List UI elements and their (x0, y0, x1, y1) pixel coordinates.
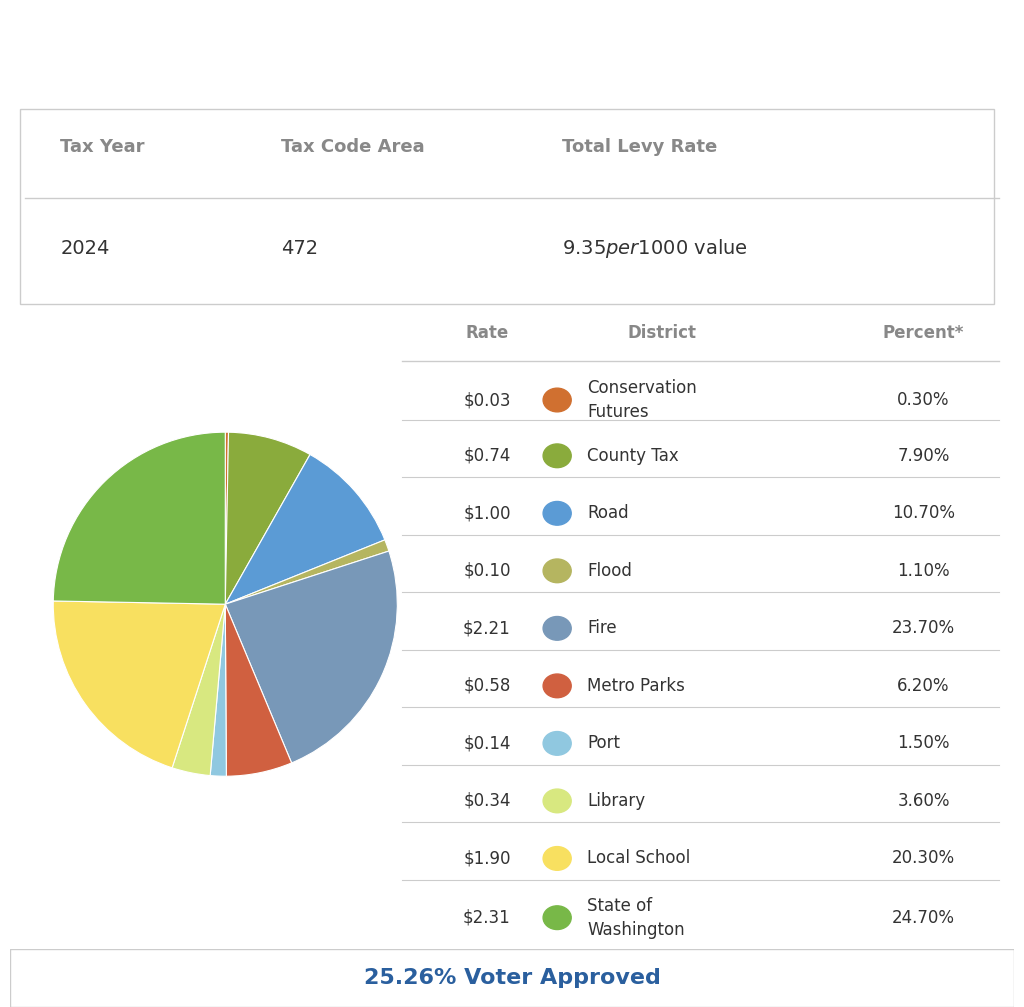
Wedge shape (53, 601, 225, 767)
Text: 7.90%: 7.90% (897, 447, 949, 465)
Text: $0.34: $0.34 (463, 792, 511, 810)
Text: Fire: Fire (588, 619, 616, 637)
Circle shape (543, 616, 571, 640)
Text: $1.90: $1.90 (463, 850, 511, 867)
Text: $0.58: $0.58 (463, 677, 511, 695)
Text: 23.70%: 23.70% (892, 619, 955, 637)
Wedge shape (225, 551, 397, 763)
Wedge shape (225, 604, 292, 776)
Text: $0.74: $0.74 (463, 447, 511, 465)
Text: Metro Parks: Metro Parks (588, 677, 685, 695)
Text: $2.31: $2.31 (463, 908, 511, 926)
Circle shape (543, 444, 571, 467)
Text: Flood: Flood (588, 562, 632, 580)
Text: 20.30%: 20.30% (892, 850, 955, 867)
Text: Port: Port (588, 734, 621, 752)
Circle shape (543, 674, 571, 698)
Text: 24.70%: 24.70% (892, 908, 955, 926)
Circle shape (543, 501, 571, 526)
Text: 2024: 2024 (60, 240, 110, 258)
Text: 10.70%: 10.70% (892, 505, 955, 523)
Wedge shape (172, 604, 225, 775)
Wedge shape (210, 604, 226, 776)
Text: Tax Code Area: Tax Code Area (282, 138, 425, 156)
Text: Percent*: Percent* (883, 324, 965, 342)
Text: Conservation: Conservation (588, 380, 697, 397)
Text: Tax Year: Tax Year (60, 138, 145, 156)
Text: 25.26% Voter Approved: 25.26% Voter Approved (364, 968, 660, 988)
Circle shape (543, 731, 571, 755)
Wedge shape (225, 540, 389, 604)
Text: Futures: Futures (588, 403, 649, 421)
Circle shape (543, 906, 571, 929)
Text: $2.21: $2.21 (463, 619, 511, 637)
Text: $0.10: $0.10 (463, 562, 511, 580)
Circle shape (543, 388, 571, 412)
Circle shape (543, 847, 571, 870)
Text: Library: Library (588, 792, 645, 810)
Text: Local School: Local School (588, 850, 690, 867)
Text: $0.03: $0.03 (463, 391, 511, 409)
Wedge shape (225, 432, 228, 604)
Text: $1.00: $1.00 (463, 505, 511, 523)
Circle shape (543, 789, 571, 813)
Text: County Tax: County Tax (588, 447, 679, 465)
Text: 0.30%: 0.30% (897, 391, 949, 409)
Text: 1.10%: 1.10% (897, 562, 949, 580)
FancyBboxPatch shape (20, 109, 993, 304)
Wedge shape (225, 432, 310, 604)
Text: 472: 472 (282, 240, 318, 258)
Text: State of: State of (588, 897, 652, 914)
Text: Total Levy Rate: Total Levy Rate (562, 138, 718, 156)
Wedge shape (53, 432, 225, 604)
Text: Rate: Rate (465, 324, 509, 342)
Text: Road: Road (588, 505, 629, 523)
Text: $0.14: $0.14 (463, 734, 511, 752)
Text: Levy Rate Distribution: Levy Rate Distribution (26, 38, 411, 67)
Text: District: District (628, 324, 696, 342)
Text: 1.50%: 1.50% (897, 734, 949, 752)
Text: 6.20%: 6.20% (897, 677, 949, 695)
Text: $9.35 per $1000 value: $9.35 per $1000 value (562, 238, 749, 260)
Text: 3.60%: 3.60% (897, 792, 949, 810)
Text: Washington: Washington (588, 920, 685, 939)
Wedge shape (225, 454, 385, 604)
Circle shape (543, 559, 571, 583)
